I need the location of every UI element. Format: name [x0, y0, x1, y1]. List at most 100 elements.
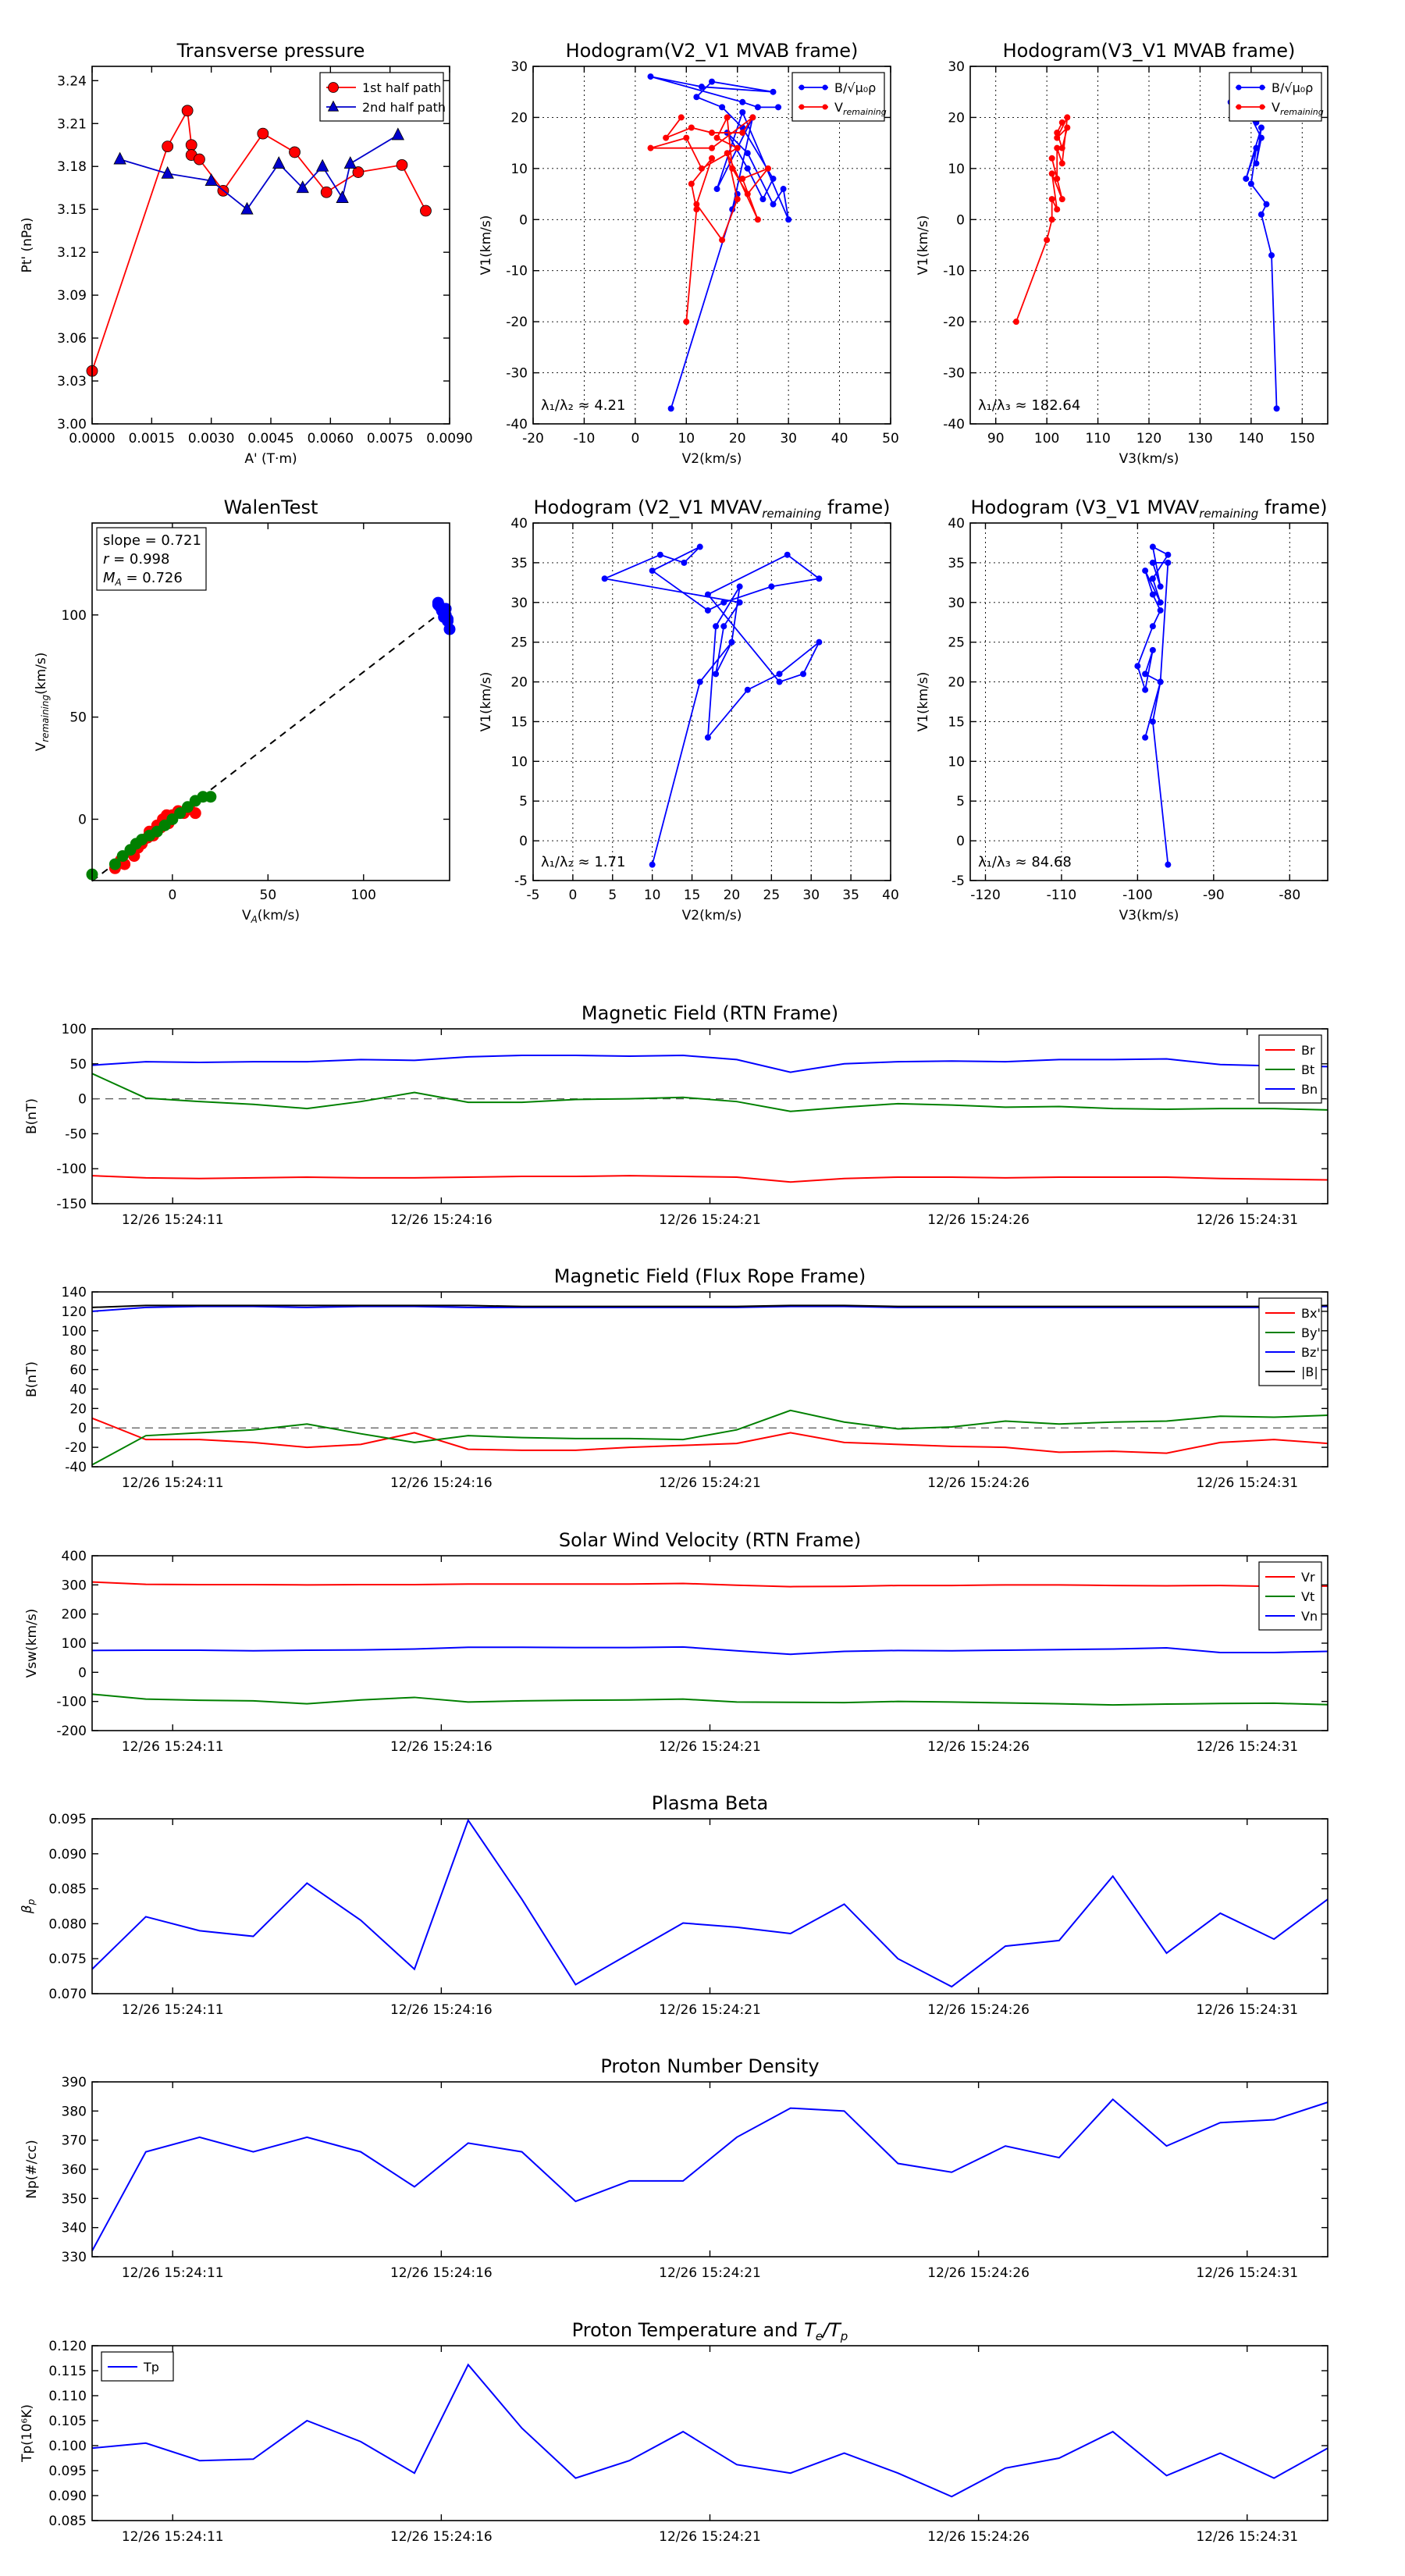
h3-point — [768, 583, 775, 590]
h4-xtick-label: -110 — [1047, 888, 1077, 903]
h1-point — [744, 150, 751, 157]
h2-annotation: λ₁/λ₃ ≈ 182.64 — [978, 397, 1080, 414]
h3-point — [720, 623, 727, 630]
h1-point — [693, 206, 700, 213]
mag_flux-ytick-label: 100 — [62, 1324, 87, 1340]
h4-ytick-label: 35 — [948, 556, 965, 571]
temp-title: Proton Temperature and Te/Tp — [572, 2319, 848, 2343]
tp-ytick-label: 3.06 — [57, 331, 87, 347]
h2-point — [1044, 237, 1051, 244]
np-title: Proton Number Density — [600, 2055, 819, 2077]
mag_flux-ytick-label: 120 — [62, 1304, 87, 1320]
panel-mag_flux: Magnetic Field (Flux Rope Frame) -40 -20 0 2… — [24, 1265, 1329, 1491]
walen-xtick-label: 100 — [351, 888, 376, 903]
vsw-series-1 — [91, 1693, 1329, 1706]
h1-point — [647, 144, 654, 151]
h1-point — [775, 104, 782, 111]
tp-xtick-label: 0.0090 — [426, 431, 472, 447]
h4-ytick-label: 30 — [948, 596, 965, 611]
legend-part: V — [834, 100, 843, 115]
panel-vsw: Solar Wind Velocity (RTN Frame) -200 -100 0… — [24, 1529, 1329, 1755]
ylabel-part: (km/s) — [34, 653, 49, 695]
vsw-xtick-label: 12/26 15:24:16 — [390, 1739, 493, 1755]
beta-ytick-label: 0.070 — [48, 1987, 87, 2002]
h2-point — [1054, 130, 1061, 137]
h3-xtick-label: 20 — [724, 888, 741, 903]
h1-point — [647, 73, 654, 80]
h4-point — [1149, 623, 1156, 630]
vsw-ytick-label: -100 — [56, 1695, 87, 1710]
h1-ytick-label: 10 — [510, 162, 528, 177]
tp-point — [113, 151, 126, 165]
mag_flux-xtick-label: 12/26 15:24:11 — [122, 1475, 224, 1491]
h1-point — [770, 175, 777, 182]
h4-annotation: λ₁/λ₃ ≈ 84.68 — [978, 854, 1072, 870]
h3-point — [744, 686, 751, 693]
tp-point — [162, 141, 174, 152]
mag_flux-frame — [91, 1291, 1329, 1468]
tp-point — [257, 127, 269, 140]
h1-point — [749, 114, 756, 121]
beta-ytick-label: 0.090 — [48, 1847, 87, 1863]
h2-point — [1048, 170, 1055, 177]
tp-point — [272, 156, 286, 169]
h3-series-line — [602, 546, 821, 865]
h1-xtick-label: 30 — [780, 431, 797, 447]
mag_flux-ytick-label: -40 — [65, 1460, 87, 1475]
h1-legend — [791, 72, 885, 122]
h1-title: Hodogram(V2_V1 MVAB frame) — [566, 40, 859, 62]
title-subscript: remaining — [1199, 507, 1258, 521]
h3-point — [704, 591, 711, 598]
mag_flux-ytick-label: -20 — [65, 1440, 87, 1456]
h3-xtick-label: 10 — [644, 888, 661, 903]
h3-point — [728, 639, 735, 646]
h2-point — [1048, 216, 1055, 223]
h1-point — [683, 318, 690, 326]
stat-part: = 0.998 — [108, 551, 169, 568]
walen-ytick-label: 50 — [69, 710, 87, 726]
temp-ytick-label: 0.100 — [48, 2439, 87, 2454]
h3-ytick-label: 30 — [510, 596, 528, 611]
h2-point — [1253, 144, 1260, 151]
h1-xtick-label: 10 — [678, 431, 695, 447]
tp-title: Transverse pressure — [176, 40, 365, 62]
tp-xtick-label: 0.0045 — [247, 431, 293, 447]
h2-xtick-label: 110 — [1085, 431, 1110, 447]
tp-point — [352, 166, 365, 178]
h4-ytick-label: -5 — [951, 873, 965, 889]
h3-annotation: λ₁/λ₂ ≈ 1.71 — [541, 854, 625, 870]
np-ytick-label: 330 — [62, 2250, 87, 2265]
panel-h4: Hodogram (V3_V1 MVAVremaining frame) -5 0 5… — [916, 496, 1329, 923]
h3-point — [713, 623, 720, 630]
h2-legend-marker — [1236, 104, 1242, 110]
mag_rtn-ylabel: B(nT) — [24, 1098, 40, 1134]
h1-point — [739, 175, 746, 182]
np-frame — [91, 2081, 1329, 2258]
np-ytick-label: 380 — [62, 2104, 87, 2119]
h4-point — [1157, 583, 1164, 590]
mag_rtn-frame — [91, 1028, 1329, 1204]
np-ytick-label: 350 — [62, 2191, 87, 2207]
vsw-legend-label: Vr — [1301, 1570, 1315, 1585]
mag_rtn-title: Magnetic Field (RTN Frame) — [582, 1002, 838, 1024]
tp-ytick-label: 3.18 — [57, 159, 87, 175]
h3-point — [776, 678, 783, 685]
h3-title: Hodogram (V2_V1 MVAVremaining frame) — [534, 496, 891, 521]
np-ytick-label: 340 — [62, 2221, 87, 2236]
h2-legend-label: Vremaining — [1272, 100, 1324, 117]
h4-xtick-label: -100 — [1122, 888, 1153, 903]
temp-ytick-label: 0.090 — [48, 2489, 87, 2504]
walen-stat: MA = 0.726 — [103, 570, 183, 588]
h1-point — [754, 104, 761, 111]
tp-xtick-label: 0.0060 — [308, 431, 354, 447]
h1-point — [764, 165, 771, 172]
h2-point — [1048, 155, 1055, 162]
h2-point — [1058, 144, 1065, 151]
h1-ytick-label: -10 — [506, 264, 528, 279]
h1-point — [744, 190, 751, 197]
h1-point — [678, 114, 685, 121]
h4-xtick-label: -120 — [970, 888, 1001, 903]
h3-point — [696, 543, 703, 550]
h3-xtick-label: 25 — [763, 888, 781, 903]
np-xtick-label: 12/26 15:24:21 — [659, 2265, 761, 2281]
